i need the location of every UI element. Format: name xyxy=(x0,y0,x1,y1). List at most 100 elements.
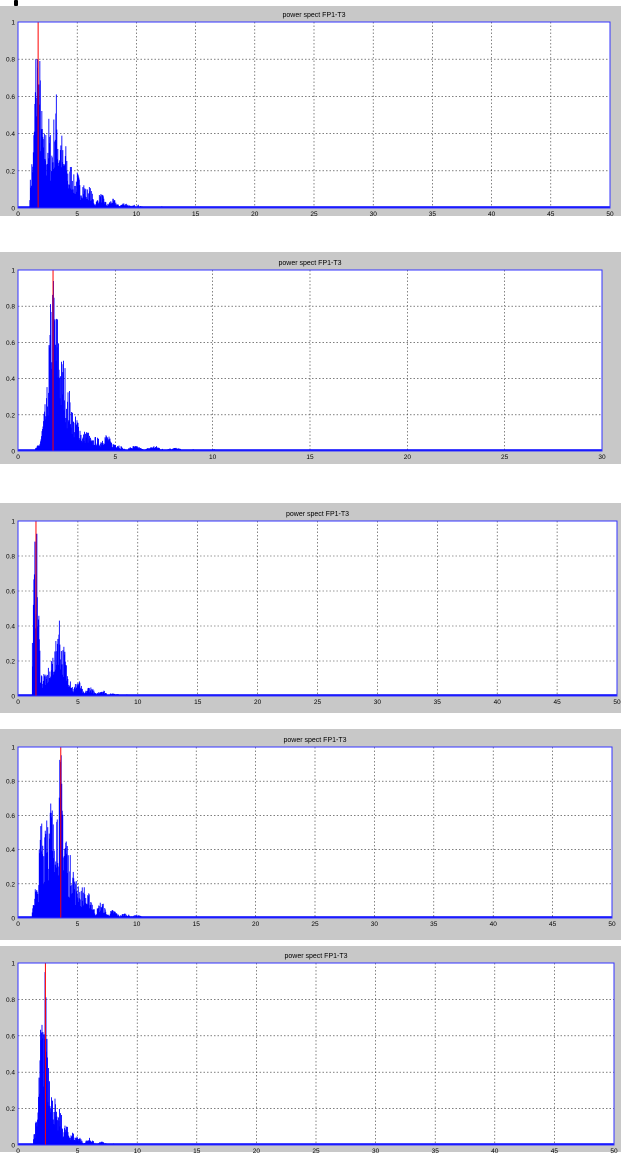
y-tick-label: 0.6 xyxy=(6,589,15,596)
chart-title: power spect FP1-T3 xyxy=(283,737,346,744)
chart-title: power spect FP1-T3 xyxy=(286,511,349,518)
x-tick-label: 50 xyxy=(610,1148,618,1155)
x-tick-label: 50 xyxy=(606,211,614,218)
x-tick-label: 25 xyxy=(312,1148,320,1155)
axes-frame xyxy=(17,21,611,209)
chart-panel-3: 0 5 10 15 20 25 30 35 40 45 50 0 0.2 0.4 0.6 0.8 1 power … xyxy=(0,503,621,713)
chart-panel-2: 0 5 10 15 20 25 30 0 0.2 0.4 0.6 0.8 1 power spect FP… xyxy=(0,252,621,464)
x-tick-label: 10 xyxy=(209,454,217,461)
x-tick-label: 45 xyxy=(553,699,561,706)
axes-frame xyxy=(17,269,603,452)
y-tick-label: 0.2 xyxy=(6,168,15,175)
x-tick-label: 45 xyxy=(549,921,557,928)
y-tick-label: 0 xyxy=(11,449,15,456)
x-tick-label: 0 xyxy=(16,1148,20,1155)
chart-panel-5: 0 5 10 15 20 25 30 35 40 45 50 0 0.2 0.4 0.6 0.8 1 power … xyxy=(0,946,621,1155)
y-tick-label: 0 xyxy=(11,916,15,923)
x-tick-label: 0 xyxy=(16,699,20,706)
chart-panel-1: 0 5 10 15 20 25 30 35 40 45 50 0 0.2 0.4 0.6 0.8 1 power … xyxy=(0,6,621,218)
chart-title: power spect FP1-T3 xyxy=(282,12,345,19)
y-tick-label: 0 xyxy=(11,694,15,701)
x-tick-label: 15 xyxy=(306,454,314,461)
y-tick-label: 1 xyxy=(11,20,15,27)
x-tick-label: 30 xyxy=(371,921,379,928)
x-tick-label: 0 xyxy=(16,921,20,928)
y-tick-label: 0 xyxy=(11,206,15,213)
x-tick-label: 25 xyxy=(311,921,319,928)
x-tick-label: 35 xyxy=(434,699,442,706)
chart-title: power spect FP1-T3 xyxy=(278,260,341,267)
x-tick-label: 30 xyxy=(598,454,606,461)
y-tick-label: 0.2 xyxy=(6,881,15,888)
plot-area xyxy=(18,270,602,451)
x-tick-label: 0 xyxy=(16,211,20,218)
x-tick-label: 20 xyxy=(254,699,262,706)
x-tick-label: 15 xyxy=(192,211,200,218)
chart-svg-1: 0 5 10 15 20 25 30 35 40 45 50 0 0.2 0.4 0.6 0.8 1 power … xyxy=(6,12,614,218)
x-tick-label: 5 xyxy=(76,921,80,928)
y-tick-label: 0.8 xyxy=(6,57,15,64)
y-tick-label: 0.6 xyxy=(6,813,15,820)
y-tick-label: 0.2 xyxy=(6,659,15,666)
x-tick-label: 50 xyxy=(613,699,621,706)
x-tick-label: 20 xyxy=(252,921,260,928)
x-tick-label: 25 xyxy=(501,454,509,461)
y-tick-label: 0 xyxy=(11,1143,15,1150)
spectrum-series xyxy=(33,972,119,1145)
y-tick-label: 0.4 xyxy=(6,131,15,138)
y-tick-label: 1 xyxy=(11,519,15,526)
x-tick-label: 30 xyxy=(372,1148,380,1155)
x-tick-label: 35 xyxy=(430,921,438,928)
y-tick-label: 0.4 xyxy=(6,1070,15,1077)
y-tick-label: 0.6 xyxy=(6,94,15,101)
x-tick-label: 0 xyxy=(16,454,20,461)
x-tick-label: 10 xyxy=(134,699,142,706)
y-tick-label: 0.4 xyxy=(6,376,15,383)
x-tick-label: 40 xyxy=(490,921,498,928)
chart-svg-2: 0 5 10 15 20 25 30 0 0.2 0.4 0.6 0.8 1 power spect FP… xyxy=(6,260,606,461)
x-tick-label: 45 xyxy=(547,211,555,218)
y-tick-label: 0.6 xyxy=(6,1033,15,1040)
x-tick-label: 20 xyxy=(404,454,412,461)
x-tick-label: 35 xyxy=(429,211,437,218)
x-tick-label: 15 xyxy=(193,1148,201,1155)
x-tick-label: 40 xyxy=(488,211,496,218)
corner-mark xyxy=(14,0,18,6)
x-tick-label: 25 xyxy=(310,211,318,218)
y-tick-label: 1 xyxy=(11,961,15,968)
x-tick-label: 5 xyxy=(76,1148,80,1155)
y-tick-label: 0.8 xyxy=(6,779,15,786)
y-tick-label: 1 xyxy=(11,268,15,275)
y-tick-label: 0.2 xyxy=(6,1106,15,1113)
x-tick-label: 50 xyxy=(608,921,616,928)
x-tick-label: 45 xyxy=(551,1148,559,1155)
x-tick-label: 10 xyxy=(134,1148,142,1155)
y-tick-label: 0.4 xyxy=(6,624,15,631)
x-tick-label: 10 xyxy=(133,921,141,928)
axes-frame xyxy=(17,746,613,919)
y-tick-label: 0.8 xyxy=(6,554,15,561)
x-tick-label: 25 xyxy=(314,699,322,706)
y-tick-label: 0.2 xyxy=(6,412,15,419)
spectrum-series xyxy=(31,533,132,696)
x-tick-label: 15 xyxy=(193,921,201,928)
x-tick-label: 35 xyxy=(432,1148,440,1155)
x-tick-label: 5 xyxy=(114,454,118,461)
y-tick-label: 1 xyxy=(11,745,15,752)
x-tick-label: 30 xyxy=(370,211,378,218)
chart-svg-5: 0 5 10 15 20 25 30 35 40 45 50 0 0.2 0.4 0.6 0.8 1 power … xyxy=(6,953,618,1155)
y-tick-label: 0.8 xyxy=(6,997,15,1004)
y-tick-label: 0.4 xyxy=(6,847,15,854)
axes-frame xyxy=(17,520,618,697)
x-tick-label: 5 xyxy=(76,699,80,706)
x-tick-label: 20 xyxy=(251,211,259,218)
chart-svg-4: 0 5 10 15 20 25 30 35 40 45 50 0 0.2 0.4 0.6 0.8 1 power … xyxy=(6,737,616,928)
x-tick-label: 5 xyxy=(75,211,79,218)
chart-svg-3: 0 5 10 15 20 25 30 35 40 45 50 0 0.2 0.4 0.6 0.8 1 power … xyxy=(6,511,621,706)
x-tick-label: 10 xyxy=(133,211,141,218)
chart-title: power spect FP1-T3 xyxy=(284,953,347,960)
y-tick-label: 0.8 xyxy=(6,304,15,311)
y-tick-label: 0.6 xyxy=(6,340,15,347)
axes-frame xyxy=(17,962,615,1146)
x-tick-label: 40 xyxy=(491,1148,499,1155)
